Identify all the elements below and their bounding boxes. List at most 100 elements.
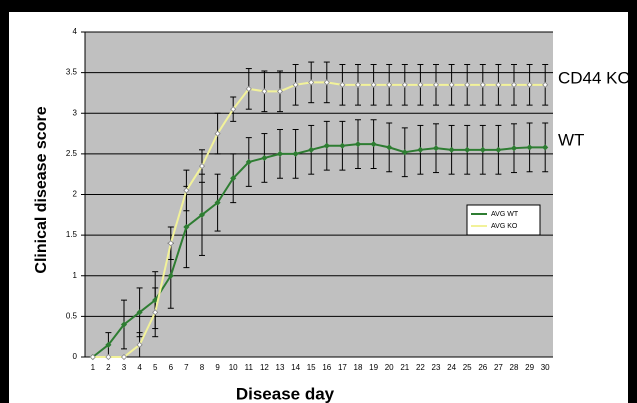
x-tick-label: 1 (91, 363, 96, 372)
x-axis-label: Disease day (236, 384, 335, 403)
y-tick-label: 4 (73, 27, 78, 36)
point (167, 240, 174, 247)
x-tick-label: 28 (510, 363, 519, 372)
point (495, 81, 502, 88)
x-tick-label: 23 (432, 363, 441, 372)
point (526, 144, 533, 151)
point (479, 146, 486, 153)
point (417, 81, 424, 88)
x-tick-label: 2 (106, 363, 111, 372)
point (510, 145, 518, 152)
point (230, 106, 237, 113)
x-tick-label: 19 (369, 363, 378, 372)
point (526, 81, 533, 88)
point (354, 141, 362, 148)
x-tick-label: 25 (463, 363, 472, 372)
point (183, 187, 190, 194)
point (401, 149, 408, 156)
point (542, 144, 549, 151)
y-tick-label: 0 (73, 352, 78, 361)
point (479, 81, 486, 88)
x-tick-label: 21 (400, 363, 409, 372)
point (323, 79, 330, 86)
x-tick-label: 30 (541, 363, 550, 372)
point (152, 297, 159, 304)
point (401, 81, 408, 88)
point (136, 341, 143, 348)
point (198, 211, 206, 218)
x-tick-label: 14 (291, 363, 300, 372)
legend-label: AVG KO (491, 223, 518, 230)
point (292, 150, 299, 157)
x-tick-label: 22 (416, 363, 425, 372)
point (276, 88, 284, 95)
y-tick-label: 3.5 (66, 68, 78, 77)
point (448, 146, 455, 153)
point (370, 141, 377, 148)
point (542, 81, 549, 88)
annotation: CD44 KO (558, 68, 631, 87)
x-tick-label: 7 (184, 363, 189, 372)
y-tick-label: 3 (73, 108, 78, 117)
y-tick-label: 2.5 (66, 149, 78, 158)
y-tick-label: 0.5 (66, 311, 78, 320)
point (183, 223, 190, 231)
legend-box (466, 204, 541, 236)
x-tick-label: 4 (137, 363, 142, 372)
y-tick-label: 1 (73, 271, 78, 280)
point (120, 353, 128, 361)
point (152, 309, 159, 316)
point (370, 81, 377, 88)
x-tick-label: 17 (338, 363, 347, 372)
annotation: WT (558, 130, 584, 149)
point (510, 81, 518, 88)
point (308, 146, 315, 153)
x-tick-label: 15 (307, 363, 316, 372)
x-tick-label: 9 (215, 363, 220, 372)
point (245, 158, 252, 166)
y-tick-label: 1.5 (66, 230, 78, 239)
x-tick-label: 29 (525, 363, 534, 372)
point (323, 142, 330, 149)
point (464, 146, 471, 153)
x-tick-label: 24 (447, 363, 456, 372)
point (230, 175, 237, 182)
point (354, 81, 362, 88)
point (261, 154, 268, 162)
point (339, 142, 346, 149)
point (292, 81, 299, 88)
x-tick-label: 13 (276, 363, 285, 372)
point (495, 146, 502, 153)
x-tick-label: 20 (385, 363, 394, 372)
x-tick-label: 27 (494, 363, 503, 372)
point (308, 79, 315, 86)
point (105, 341, 112, 348)
x-tick-label: 26 (478, 363, 487, 372)
point (167, 272, 174, 279)
x-tick-label: 12 (260, 363, 269, 372)
point (198, 162, 206, 170)
point (105, 353, 112, 361)
point (339, 81, 346, 88)
point (417, 146, 424, 153)
x-tick-label: 18 (354, 363, 363, 372)
point (432, 145, 440, 152)
point (214, 199, 221, 206)
point (120, 321, 128, 328)
point (448, 81, 455, 88)
x-tick-label: 5 (153, 363, 158, 372)
point (136, 309, 143, 316)
x-tick-label: 11 (245, 363, 254, 372)
point (214, 130, 221, 137)
y-axis-label: Clinical disease score (33, 106, 50, 273)
x-tick-label: 10 (229, 363, 238, 372)
x-tick-label: 16 (322, 363, 331, 372)
y-tick-label: 2 (73, 190, 78, 199)
point (464, 81, 471, 88)
point (245, 85, 252, 92)
legend-label: AVG WT (491, 211, 519, 218)
point (261, 88, 268, 95)
point (386, 144, 393, 151)
